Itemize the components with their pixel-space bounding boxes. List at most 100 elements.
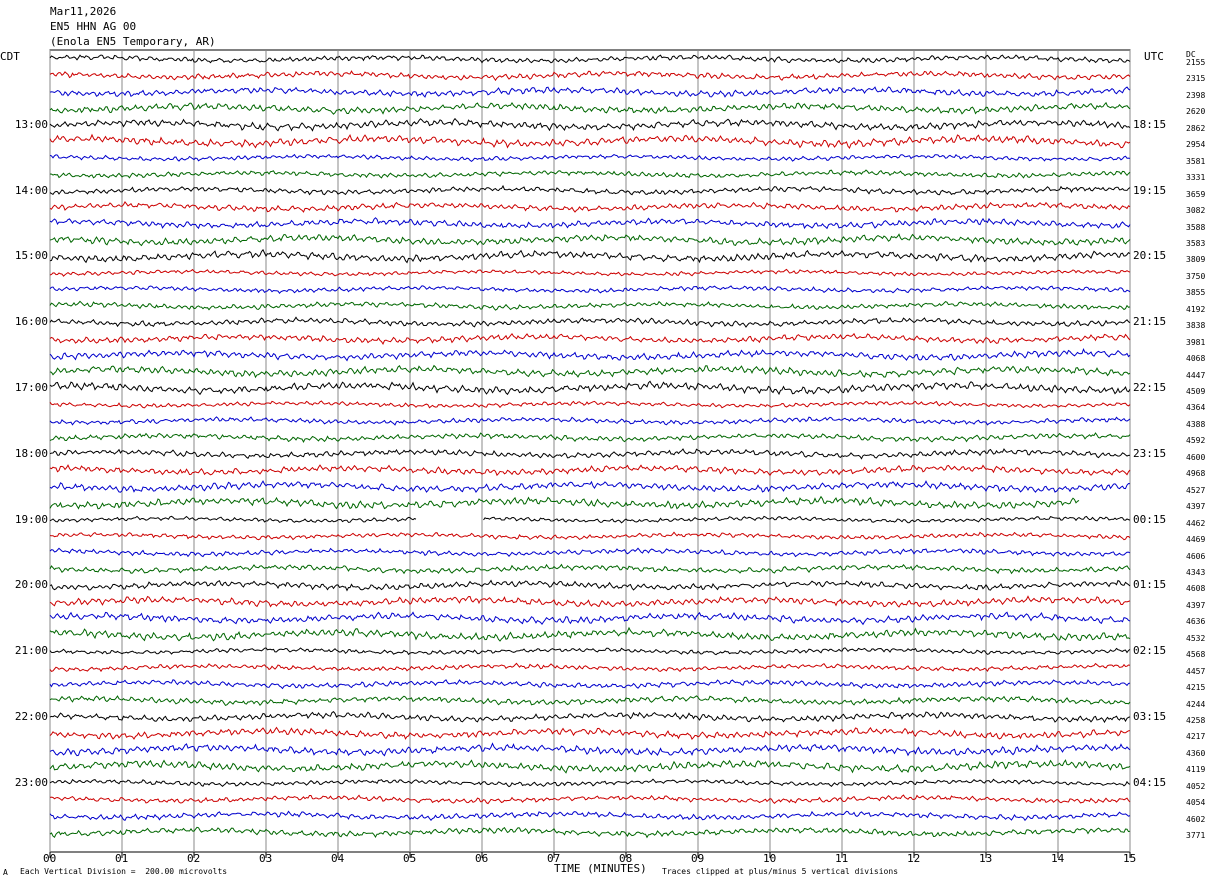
left-timezone-label: CDT: [0, 50, 20, 63]
trace-row-37: [49, 662, 1131, 673]
left-time-label: 21:00: [14, 644, 48, 658]
trace-row-40: [49, 711, 1131, 724]
dc-offset-label: 4068: [1186, 354, 1206, 364]
dc-offset-label: 4343: [1186, 567, 1206, 577]
right-time-label: 19:15: [1133, 183, 1167, 197]
dc-offset-label: 4388: [1186, 419, 1206, 429]
trace-row-19: [49, 364, 1131, 379]
dc-offset-label: 4119: [1186, 765, 1206, 775]
dc-offset-label: 3981: [1186, 337, 1206, 347]
x-tick-label: 00: [43, 852, 57, 865]
dc-offset-label: 4608: [1186, 584, 1206, 594]
trace-row-18: [49, 348, 1131, 362]
dc-offset-label: 3583: [1186, 238, 1206, 248]
dc-offset-label: 4527: [1186, 485, 1206, 495]
x-tick-label: 08: [619, 852, 633, 865]
right-time-label: 03:15: [1133, 710, 1167, 723]
left-time-label: 19:00: [14, 512, 48, 526]
x-tick-label: 11: [835, 852, 849, 865]
left-time-label: 16:00: [14, 315, 48, 329]
left-time-label: 15:00: [14, 249, 48, 263]
x-tick-label: 02: [187, 852, 201, 865]
x-tick-label: 01: [115, 852, 129, 865]
x-tick-label: 14: [1051, 852, 1065, 865]
trace-row-46: [49, 810, 1131, 822]
x-tick-label: 09: [691, 852, 705, 865]
trace-row-25: [49, 464, 1131, 477]
trace-row-31: [49, 563, 1131, 575]
dc-offset-label: 4532: [1186, 633, 1206, 643]
x-tick-label: 07: [547, 852, 561, 865]
dc-offset-label: 4397: [1186, 600, 1206, 610]
dc-offset-label: 3581: [1186, 156, 1206, 166]
dc-offset-label: 3659: [1186, 189, 1206, 199]
trace-row-0: [49, 54, 1131, 64]
trace-row-1: [49, 70, 1131, 82]
trace-row-8: [49, 184, 1131, 196]
trace-row-21: [49, 400, 1131, 409]
trace-row-2: [49, 86, 1131, 98]
dc-offset-label: 4052: [1186, 781, 1206, 791]
trace-row-45: [49, 794, 1131, 805]
trace-row-28: [49, 515, 1131, 524]
dc-offset-label: 3838: [1186, 321, 1206, 331]
right-time-label: 02:15: [1133, 644, 1167, 658]
trace-row-29: [49, 531, 1131, 541]
left-time-label: 20:00: [14, 578, 48, 592]
dc-offset-label: 4509: [1186, 387, 1206, 396]
trace-row-34: [49, 611, 1131, 626]
left-time-label: 17:00: [14, 381, 48, 394]
dc-offset-label: 4457: [1186, 666, 1206, 676]
trace-row-9: [49, 200, 1131, 213]
dc-offset-label: 2620: [1186, 107, 1206, 117]
trace-row-26: [49, 480, 1131, 494]
scale-note: Each Vertical Division = 200.00 microvol…: [20, 867, 228, 876]
right-time-label: 21:15: [1133, 315, 1167, 329]
dc-offset-label: 4592: [1186, 436, 1206, 446]
date-label: Mar11,2026: [50, 5, 117, 18]
x-tick-label: 04: [331, 852, 345, 865]
dc-offset-label: 4447: [1186, 370, 1206, 380]
dc-offset-label: 4600: [1186, 452, 1206, 462]
right-time-label: 20:15: [1133, 249, 1167, 263]
dc-offset-label: 3082: [1186, 206, 1206, 216]
dc-offset-label: 3809: [1186, 255, 1206, 265]
left-time-label: 18:00: [14, 446, 48, 460]
trace-row-16: [49, 316, 1131, 328]
x-tick-label: 10: [763, 852, 777, 865]
dc-offset-label: 3331: [1186, 173, 1206, 183]
dc-offset-label: 4606: [1186, 551, 1206, 561]
dc-offset-label: 4360: [1186, 748, 1206, 758]
dc-offset-label: 4217: [1186, 732, 1206, 742]
dc-offset-label: 4568: [1186, 650, 1206, 660]
clip-note: Traces clipped at plus/minus 5 vertical …: [662, 867, 899, 876]
x-tick-label: 03: [259, 852, 273, 865]
trace-row-27: [49, 495, 1080, 510]
right-timezone-label: UTC: [1144, 50, 1164, 63]
trace-row-7: [49, 169, 1131, 179]
trace-row-6: [49, 153, 1131, 163]
trace-row-47: [49, 826, 1131, 839]
trace-row-11: [49, 233, 1131, 247]
x-tick-label: 12: [907, 852, 921, 865]
dc-offset-label: 4364: [1186, 403, 1206, 413]
x-tick-label: 05: [403, 852, 417, 865]
trace-row-24: [49, 448, 1131, 460]
trace-row-33: [49, 595, 1131, 608]
dc-offset-label: 4462: [1186, 518, 1206, 528]
dc-offset-label: 4258: [1186, 716, 1206, 725]
dc-offset-label: 4215: [1186, 683, 1206, 693]
x-tick-label: 06: [475, 852, 489, 865]
trace-row-32: [49, 579, 1131, 592]
dc-offset-label: 4054: [1186, 798, 1206, 808]
dc-offset-label: 4636: [1186, 617, 1206, 627]
x-axis-title: TIME (MINUTES): [554, 862, 647, 875]
right-time-label: 22:15: [1133, 381, 1167, 394]
dc-offset-label: 3771: [1186, 831, 1206, 841]
dc-offset-label: 4602: [1186, 814, 1206, 824]
trace-row-15: [49, 300, 1131, 311]
trace-row-13: [49, 268, 1131, 277]
location-label: (Enola EN5 Temporary, AR): [50, 35, 216, 48]
trace-row-22: [49, 416, 1131, 426]
